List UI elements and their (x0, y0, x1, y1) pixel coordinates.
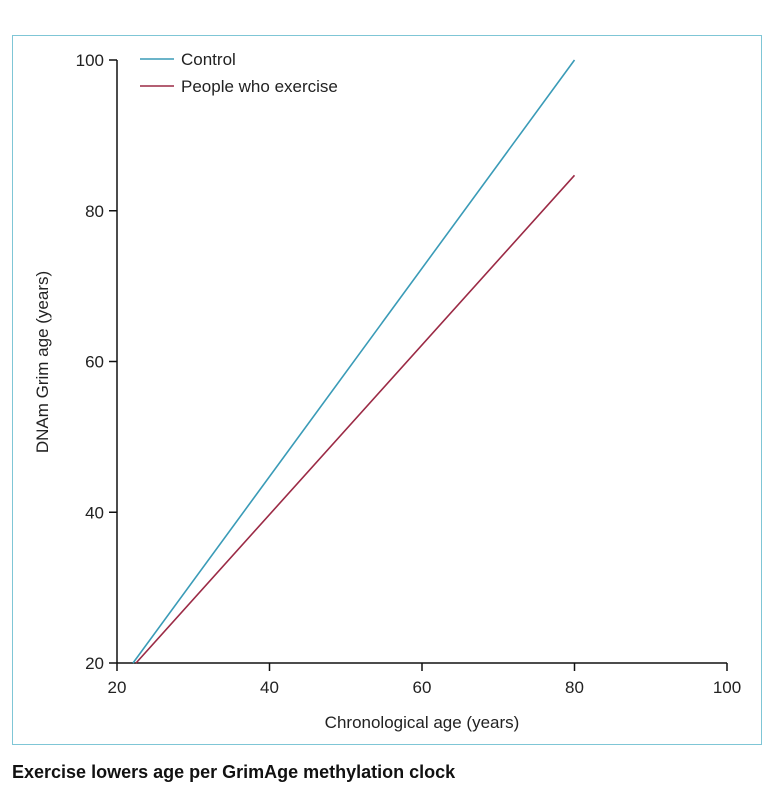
chart-title: Exercise lowers age per GrimAge methylat… (12, 762, 456, 782)
x-axis-label: Chronological age (years) (325, 713, 520, 732)
legend-label-control: Control (181, 50, 236, 69)
y-tick-label: 20 (85, 654, 104, 673)
x-tick-label: 60 (413, 678, 432, 697)
x-tick-label: 20 (108, 678, 127, 697)
x-tick-label: 80 (565, 678, 584, 697)
line-chart: 20 40 60 80 100 20 40 60 80 100 Chronological age… (33, 50, 741, 732)
y-tick-label: 60 (85, 353, 104, 372)
x-tick-label: 100 (713, 678, 741, 697)
y-tick-label: 100 (76, 51, 104, 70)
x-tick-label: 40 (260, 678, 279, 697)
y-tick-label: 40 (85, 503, 104, 522)
legend-label-exercise: People who exercise (181, 77, 338, 96)
series-line-0 (132, 59, 576, 664)
chart-frame (12, 35, 762, 745)
y-axis-label: DNAm Grim age (years) (33, 271, 52, 453)
y-tick-label: 80 (85, 202, 104, 221)
series-line-1 (135, 174, 576, 664)
legend: Control People who exercise (140, 50, 338, 96)
